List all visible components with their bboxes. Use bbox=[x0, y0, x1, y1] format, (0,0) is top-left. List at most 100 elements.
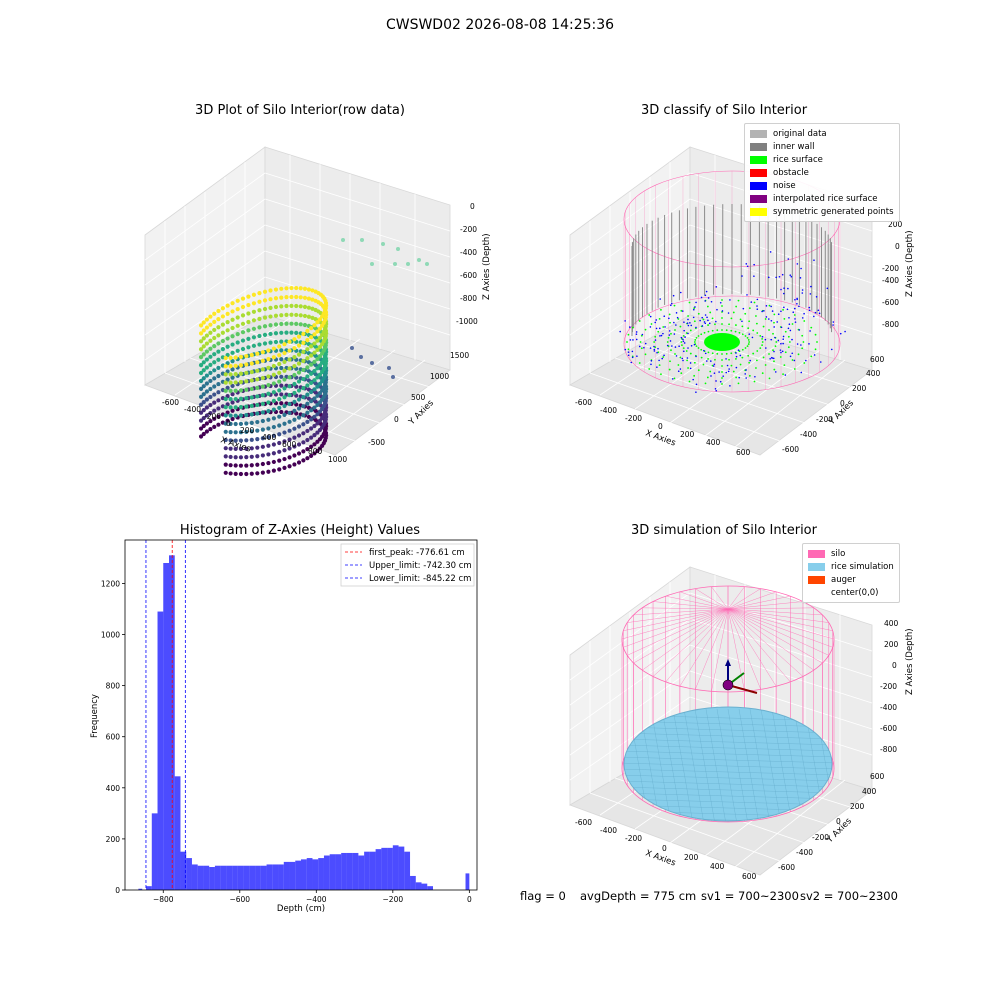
raw-data-point bbox=[266, 434, 271, 440]
raw-data-point bbox=[306, 287, 311, 292]
noise-point bbox=[761, 335, 764, 338]
rice-surface-point bbox=[694, 339, 697, 341]
raw-ytick: 500 bbox=[411, 393, 426, 402]
histogram-bar bbox=[209, 867, 215, 890]
rice-surface-point bbox=[714, 323, 716, 326]
raw-data-point bbox=[315, 384, 320, 389]
raw-data-point bbox=[249, 471, 254, 476]
raw-data-point bbox=[230, 408, 235, 413]
rice-surface-point bbox=[658, 364, 661, 367]
noise-point bbox=[772, 357, 775, 360]
noise-point bbox=[682, 340, 685, 343]
legend-entry: interpolated rice surface bbox=[750, 192, 894, 205]
rice-surface-point bbox=[702, 318, 705, 321]
rice-surface-point bbox=[744, 347, 747, 349]
raw-data-point bbox=[315, 356, 320, 362]
noise-point bbox=[794, 321, 797, 323]
raw-data-point bbox=[273, 339, 279, 345]
raw-data-point bbox=[251, 292, 257, 297]
noise-point bbox=[654, 339, 657, 341]
raw-data-point bbox=[201, 376, 206, 381]
rice-surface-point bbox=[703, 331, 706, 334]
raw-data-point bbox=[277, 449, 282, 454]
raw-data-point bbox=[220, 338, 225, 344]
raw-data-point bbox=[296, 334, 302, 339]
raw-data-point bbox=[271, 381, 276, 386]
footer-avg-depth: avgDepth = 775 cm bbox=[580, 889, 697, 903]
raw-data-point bbox=[292, 372, 297, 378]
silo-roof-wire bbox=[665, 608, 729, 683]
rice-surface-point bbox=[670, 332, 672, 335]
raw-data-point bbox=[282, 395, 287, 400]
raw-data-point bbox=[212, 335, 217, 341]
raw-data-point bbox=[292, 337, 297, 342]
rice-surface-point bbox=[755, 367, 757, 369]
rice-surface-point bbox=[648, 368, 651, 370]
rice-surface-point bbox=[797, 353, 800, 356]
noise-point bbox=[800, 344, 802, 346]
raw-data-point bbox=[271, 363, 276, 369]
raw-data-point bbox=[251, 301, 257, 306]
noise-point bbox=[800, 371, 803, 374]
rice-surface-point bbox=[662, 326, 665, 328]
simulation-xtick: 400 bbox=[710, 862, 725, 871]
raw-data-point bbox=[305, 383, 310, 388]
noise-point bbox=[768, 318, 770, 320]
rice-surface-point bbox=[764, 364, 767, 366]
raw-data-point bbox=[238, 363, 244, 368]
raw-data-point bbox=[238, 405, 244, 410]
silo-roof-wire bbox=[727, 608, 791, 683]
rice-surface-point bbox=[707, 351, 710, 354]
raw-data-point bbox=[296, 406, 302, 411]
rice-surface-point bbox=[744, 312, 747, 315]
rice-surface-point bbox=[772, 332, 774, 335]
noise-point bbox=[790, 275, 793, 278]
raw-data-point bbox=[266, 400, 271, 405]
rice-surface-point bbox=[748, 374, 751, 377]
classify-z-ticks: 200 0 -200 -400 -600 -800 bbox=[882, 220, 903, 329]
rice-surface-point bbox=[744, 335, 747, 337]
raw-data-point bbox=[240, 313, 246, 318]
raw-data-point bbox=[244, 429, 249, 434]
simulation-z-ticks: 400 200 0 -200 -400 -600 -800 bbox=[880, 619, 899, 754]
rice-surface-point bbox=[695, 345, 698, 348]
legend-upper-limit: Upper_limit: -742.30 cm bbox=[369, 561, 472, 571]
simulation-ytick: 200 bbox=[850, 802, 865, 811]
noise-point bbox=[782, 292, 785, 295]
rice-surface-point bbox=[801, 347, 804, 350]
raw-data-point bbox=[266, 365, 271, 370]
raw-data-point bbox=[273, 313, 279, 318]
raw-data-point bbox=[309, 408, 314, 413]
noise-point bbox=[715, 320, 717, 323]
raw-data-point bbox=[271, 442, 276, 447]
raw-data-point bbox=[268, 297, 273, 302]
legend-label: inner wall bbox=[773, 141, 815, 152]
noise-point bbox=[684, 336, 686, 338]
histogram-x-ticks: −800 −600 −400 −200 0 bbox=[153, 890, 472, 904]
raw-data-point bbox=[198, 323, 204, 328]
noise-point bbox=[780, 351, 782, 354]
noise-point bbox=[681, 310, 684, 312]
raw-data-point bbox=[201, 368, 206, 373]
raw-data-point bbox=[201, 392, 206, 397]
raw-data-point bbox=[301, 376, 306, 382]
rice-surface-point bbox=[748, 320, 751, 323]
raw-data-point bbox=[266, 374, 271, 379]
raw-data-point bbox=[255, 402, 260, 408]
rice-surface-point bbox=[741, 325, 744, 328]
histogram-frame bbox=[124, 539, 478, 891]
raw-data-point bbox=[223, 388, 228, 393]
raw-data-point bbox=[302, 286, 308, 291]
noise-point bbox=[629, 339, 632, 341]
raw-data-point bbox=[204, 365, 210, 370]
raw-data-point bbox=[244, 370, 249, 376]
noise-point bbox=[801, 317, 804, 319]
noise-point bbox=[745, 263, 748, 265]
legend-label: interpolated rice surface bbox=[773, 193, 878, 204]
rice-surface-point bbox=[648, 314, 651, 316]
rice-surface-point bbox=[774, 345, 777, 348]
noise-point bbox=[650, 360, 653, 362]
raw-xtick: 200 bbox=[240, 426, 255, 435]
rice-mesh-line bbox=[624, 768, 832, 776]
rice-mesh-line bbox=[683, 708, 705, 821]
